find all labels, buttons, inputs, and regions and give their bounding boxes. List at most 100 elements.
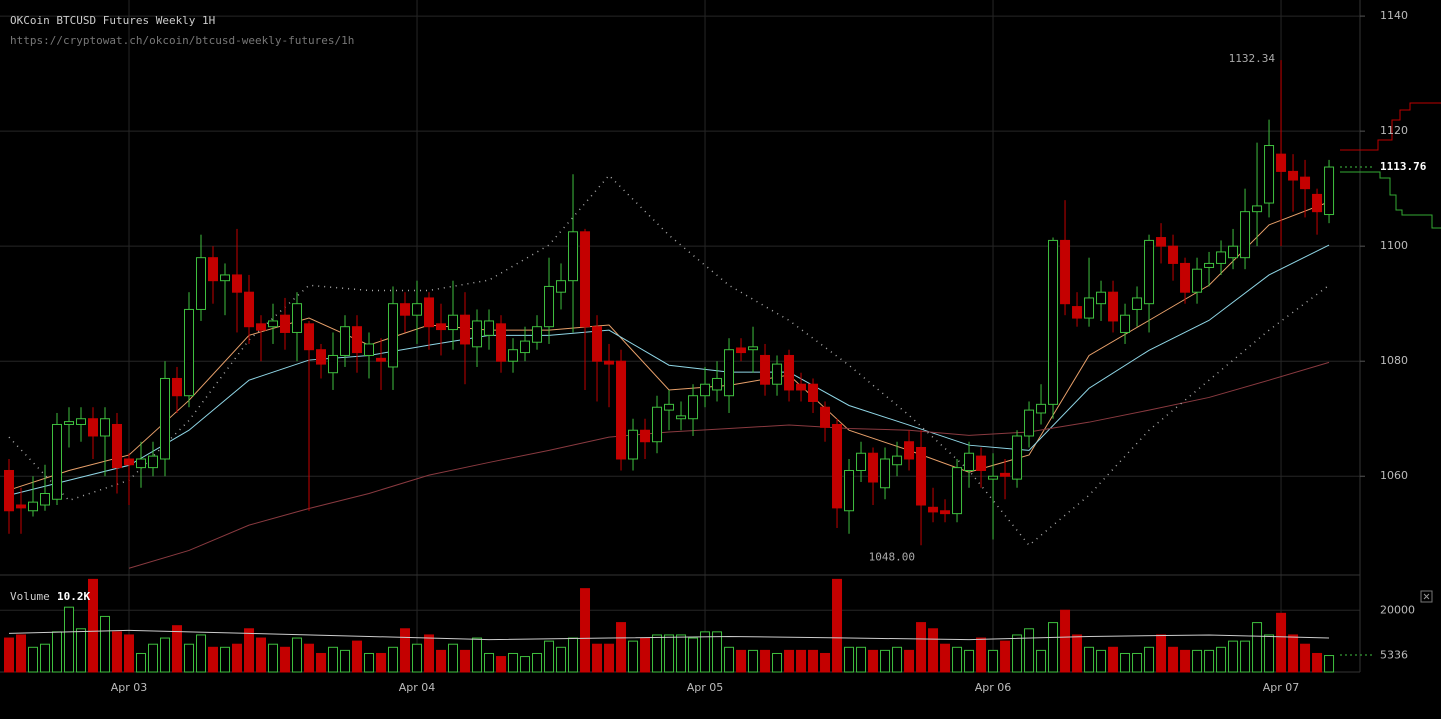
candle-body [1012, 435, 1023, 480]
candle-body [856, 452, 867, 471]
candle-body [1252, 205, 1263, 213]
candle-body [172, 377, 183, 397]
candle-body [496, 323, 507, 362]
candle-body [712, 377, 723, 391]
x-tick-label: Apr 05 [687, 681, 724, 694]
grid [0, 0, 1360, 672]
volume-bar [160, 637, 171, 673]
candle-body [460, 314, 471, 345]
volume-bar [16, 634, 27, 673]
candle-body [1132, 297, 1143, 310]
volume-bar [1288, 634, 1299, 673]
volume-bar [496, 656, 507, 673]
candle-body [232, 274, 243, 293]
volume-bar [292, 637, 303, 673]
candle-body [580, 231, 591, 328]
volume-bar [220, 646, 231, 673]
candle-body [808, 383, 819, 402]
volume-bar [988, 649, 999, 673]
candle-body [904, 441, 915, 460]
volume-bar [436, 649, 447, 673]
volume-bar [136, 652, 147, 673]
candle-body [772, 363, 783, 385]
candle-body [796, 383, 807, 391]
close-button[interactable] [1420, 590, 1433, 603]
candle-body [1024, 409, 1035, 437]
volume-bar [52, 631, 63, 673]
volume-bar [448, 643, 459, 673]
volume-bar [856, 646, 867, 673]
candle-body [892, 455, 903, 466]
volume-bar [328, 646, 339, 673]
volume-bar [676, 634, 687, 673]
candle-body [1108, 291, 1119, 322]
volume-bar [1180, 649, 1191, 673]
volume-bar [544, 640, 555, 673]
candle-body [556, 280, 567, 293]
volume-bar [772, 652, 783, 673]
candle-body [28, 501, 39, 512]
volume-bar [532, 652, 543, 673]
candle-body [964, 452, 975, 471]
volume-bar [1228, 640, 1239, 673]
volume-bar [880, 649, 891, 673]
volume-bar [940, 643, 951, 673]
volume-bar [736, 649, 747, 673]
candle-body [364, 343, 375, 356]
candle-body [88, 418, 99, 437]
volume-bar [244, 628, 255, 673]
candle-body [472, 320, 483, 348]
candle-body [568, 231, 579, 282]
volume-bar [472, 637, 483, 673]
candle-body [1096, 291, 1107, 305]
volume-bar [4, 637, 15, 673]
candle-body [1276, 153, 1287, 172]
candle-body [1300, 176, 1311, 190]
candle-body [64, 421, 75, 425]
volume-bar [424, 634, 435, 673]
volume-bar [784, 649, 795, 673]
volume-bar [400, 628, 411, 673]
volume-bar [412, 643, 423, 673]
volume-bar [1240, 640, 1251, 673]
volume-bar [1036, 649, 1047, 673]
volume-bar [976, 637, 987, 673]
marks [4, 60, 1335, 673]
volume-bar [820, 652, 831, 673]
volume-bar [112, 631, 123, 673]
volume-bar [256, 637, 267, 673]
volume-bar [1108, 646, 1119, 673]
volume-bar [40, 643, 51, 673]
candle-body [724, 349, 735, 397]
last-volume-label: 5336 [1380, 649, 1408, 662]
y-tick-label: 1080 [1380, 354, 1408, 367]
volume-bar [556, 646, 567, 673]
candle-body [1084, 297, 1095, 319]
candle-body [844, 469, 855, 512]
volume-bar [1072, 634, 1083, 673]
volume-bar [1216, 646, 1227, 673]
volume-bar [268, 643, 279, 673]
volume-bar [892, 646, 903, 673]
candle-body [520, 340, 531, 354]
x-tick-label: Apr 06 [975, 681, 1012, 694]
candle-body [1240, 211, 1251, 259]
volume-title: Volume [10, 590, 50, 603]
volume-bar [184, 643, 195, 673]
candle-body [160, 377, 171, 460]
volume-bar [664, 634, 675, 673]
volume-bar [1300, 643, 1311, 673]
candle-body [652, 406, 663, 443]
x-tick-label: Apr 04 [399, 681, 436, 694]
candle-body [484, 320, 495, 336]
volume-value: 10.2K [57, 590, 90, 603]
volume-bar [760, 649, 771, 673]
candle-body [748, 346, 759, 351]
volume-bar [1012, 634, 1023, 673]
volume-bar [580, 588, 591, 673]
candle-body [304, 323, 315, 351]
close-icon[interactable] [1423, 593, 1430, 600]
candle-body [832, 423, 843, 509]
